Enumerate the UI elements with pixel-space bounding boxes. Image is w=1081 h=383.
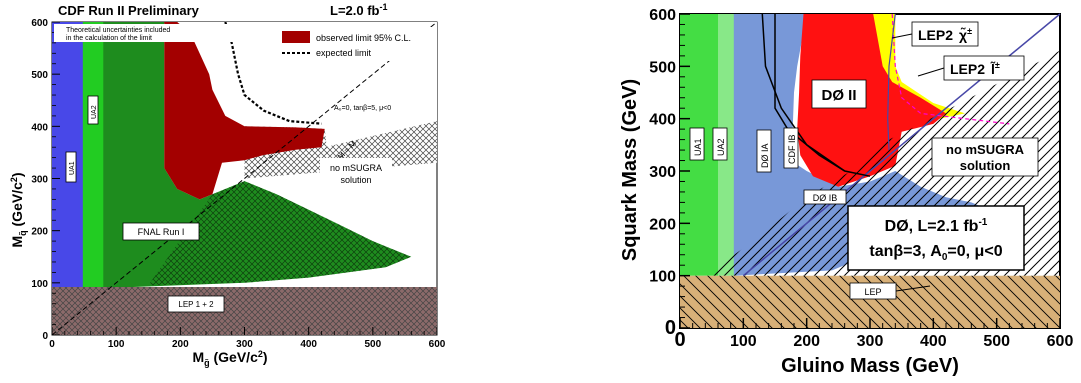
- cdf-xtick-label: 0: [49, 339, 55, 350]
- d0-lep2-l-label: LEP2 l̃±: [950, 60, 1000, 77]
- cdf-nosolution-upper: [324, 121, 437, 163]
- cdf-ua1-label: UA1: [69, 161, 76, 175]
- cdf-title: CDF Run II Preliminary: [58, 3, 200, 18]
- d0-ytick-label: 600: [649, 7, 676, 24]
- cdf-xtick-label: 400: [300, 339, 317, 350]
- d0-ua2-label: UA2: [716, 138, 726, 156]
- cdf-ua1-box: [65, 151, 77, 183]
- cdf-xlabel: Mg̃ (GeV/c2): [192, 349, 267, 368]
- d0-ytick-label: 0: [665, 317, 676, 339]
- d0-ua2-box: [712, 127, 728, 161]
- cdf-chart: 0 100 200 300 400 500 600 0 100 200 300 400 500 600 C…: [9, 2, 446, 368]
- d0-ua1-label: UA1: [693, 138, 703, 156]
- d0-d0ib-label: DØ IB: [813, 193, 838, 203]
- d0-cdfib-box: [783, 127, 799, 169]
- cdf-note-line-1: Theoretical uncertainties included: [66, 27, 170, 34]
- d0-ytick-label: 400: [649, 112, 676, 129]
- cdf-ylabel: Mq̃ (GeV/c2): [9, 172, 28, 247]
- cdf-lep-box: [167, 295, 225, 313]
- cdf-ytick-label: 600: [31, 18, 48, 29]
- d0-xtick-label: 600: [1047, 333, 1074, 350]
- cdf-ytick-label: 100: [31, 279, 48, 290]
- d0-d0ia-box: [756, 129, 772, 173]
- cdf-legend-observed-swatch: [282, 31, 310, 43]
- cdf-fnal-region: [103, 22, 412, 289]
- cdf-ytick-label: 200: [31, 227, 48, 238]
- cdf-observed-region: [164, 22, 325, 200]
- d0-nosolution-box: [931, 137, 1039, 177]
- d0-cdfib-label: CDF IB: [787, 134, 797, 164]
- d0-lep2-chi-label: LEP2 χ̃±: [918, 26, 972, 43]
- d0-lep2-chargino-line: [887, 13, 896, 151]
- d0-xtick-label: 500: [983, 333, 1010, 350]
- cdf-lep-hatch: [52, 287, 437, 335]
- d0-nosolution-line-1: no mSUGRA: [946, 142, 1025, 157]
- d0-info-box: [847, 205, 1025, 271]
- cdf-ua2-box: [87, 95, 99, 125]
- cdf-luminosity: L=2.0 fb-1: [330, 2, 388, 18]
- cdf-xtick-label: 500: [364, 339, 381, 350]
- d0-ytick-label: 500: [649, 59, 676, 76]
- cdf-ytick-label: 300: [31, 175, 48, 186]
- cdf-note-line-2: in the calculation of the limit: [66, 35, 152, 42]
- d0-d0ia-label: DØ IA: [760, 143, 770, 168]
- cdf-diagonal-line: [51, 21, 438, 336]
- cdf-ytick-label: 500: [31, 70, 48, 81]
- d0-xtick-label: 100: [730, 333, 757, 350]
- cdf-fnal-label: FNAL Run I: [138, 227, 185, 237]
- d0-lep2-chi-box: [911, 21, 979, 47]
- d0-ylabel: Squark Mass (GeV): [619, 79, 641, 261]
- d0-d0ii-box: [811, 79, 867, 109]
- cdf-legend-observed-label: observed limit 95% C.L.: [316, 33, 411, 43]
- d0-ytick-label: 100: [649, 269, 676, 286]
- cdf-note-box: [54, 24, 234, 42]
- d0-xtick-label: 200: [793, 333, 820, 350]
- d0-ytick-label: 300: [649, 164, 676, 181]
- cdf-fnal-overlap: [148, 181, 412, 286]
- d0-lep-hatch: [680, 275, 1060, 328]
- d0-lep2-chi-pointer: [891, 33, 913, 39]
- d0-xtick-label: 300: [857, 333, 884, 350]
- d0-info-line-1: DØ, L=2.1 fb-1: [885, 217, 988, 235]
- d0-xtick-label: 0: [674, 329, 685, 351]
- d0-expected-line: [891, 13, 1010, 125]
- d0-xtick-label: 400: [920, 333, 947, 350]
- d0-lep2-l-pointer: [917, 67, 945, 77]
- cdf-nosolution-box: [320, 158, 392, 188]
- d0-d0ib-box: [803, 189, 847, 205]
- cdf-ytick-label: 400: [31, 122, 48, 133]
- d0-xlabel: Gluino Mass (GeV): [781, 355, 959, 377]
- cdf-params: A₀=0, tanβ=5, μ<0: [334, 105, 391, 112]
- cdf-ytick-label: 0: [42, 331, 48, 342]
- cdf-ua2-label: UA2: [91, 105, 98, 119]
- cdf-xtick-label: 600: [429, 339, 446, 350]
- d0-ua2-region: [718, 14, 737, 276]
- cdf-nosolution-line-2: solution: [340, 175, 371, 185]
- d0-chart: 0 100 200 300 400 500 600 0 100 200 300 400 500 600 U…: [619, 7, 1073, 377]
- cdf-fnal-box: [122, 222, 200, 241]
- cdf-xtick-label: 100: [108, 339, 125, 350]
- d0-d0ii-label: DØ II: [821, 87, 856, 104]
- cdf-xtick-label: 200: [172, 339, 189, 350]
- d0-lep-pointer: [895, 285, 931, 292]
- cdf-nosolution-line-1: no mSUGRA: [330, 163, 382, 173]
- d0-info-line-2: tanβ=3, A0=0, μ<0: [869, 243, 1002, 263]
- d0-ua1-box: [689, 127, 705, 161]
- cdf-expected-limit-line: [224, 21, 322, 125]
- d0-lep-label: LEP: [864, 287, 881, 297]
- d0-d0ii-region: [797, 14, 946, 187]
- d0-ytick-label: 200: [649, 216, 676, 233]
- d0-nosolution-line-2: solution: [960, 158, 1011, 173]
- cdf-legend-expected-label: expected limit: [316, 48, 372, 58]
- cdf-xtick-label: 300: [236, 339, 253, 350]
- d0-cdfib-boundary: [761, 13, 846, 172]
- d0-lep2-l-box: [943, 55, 1025, 81]
- cdf-lep-label: LEP 1 + 2: [178, 300, 214, 309]
